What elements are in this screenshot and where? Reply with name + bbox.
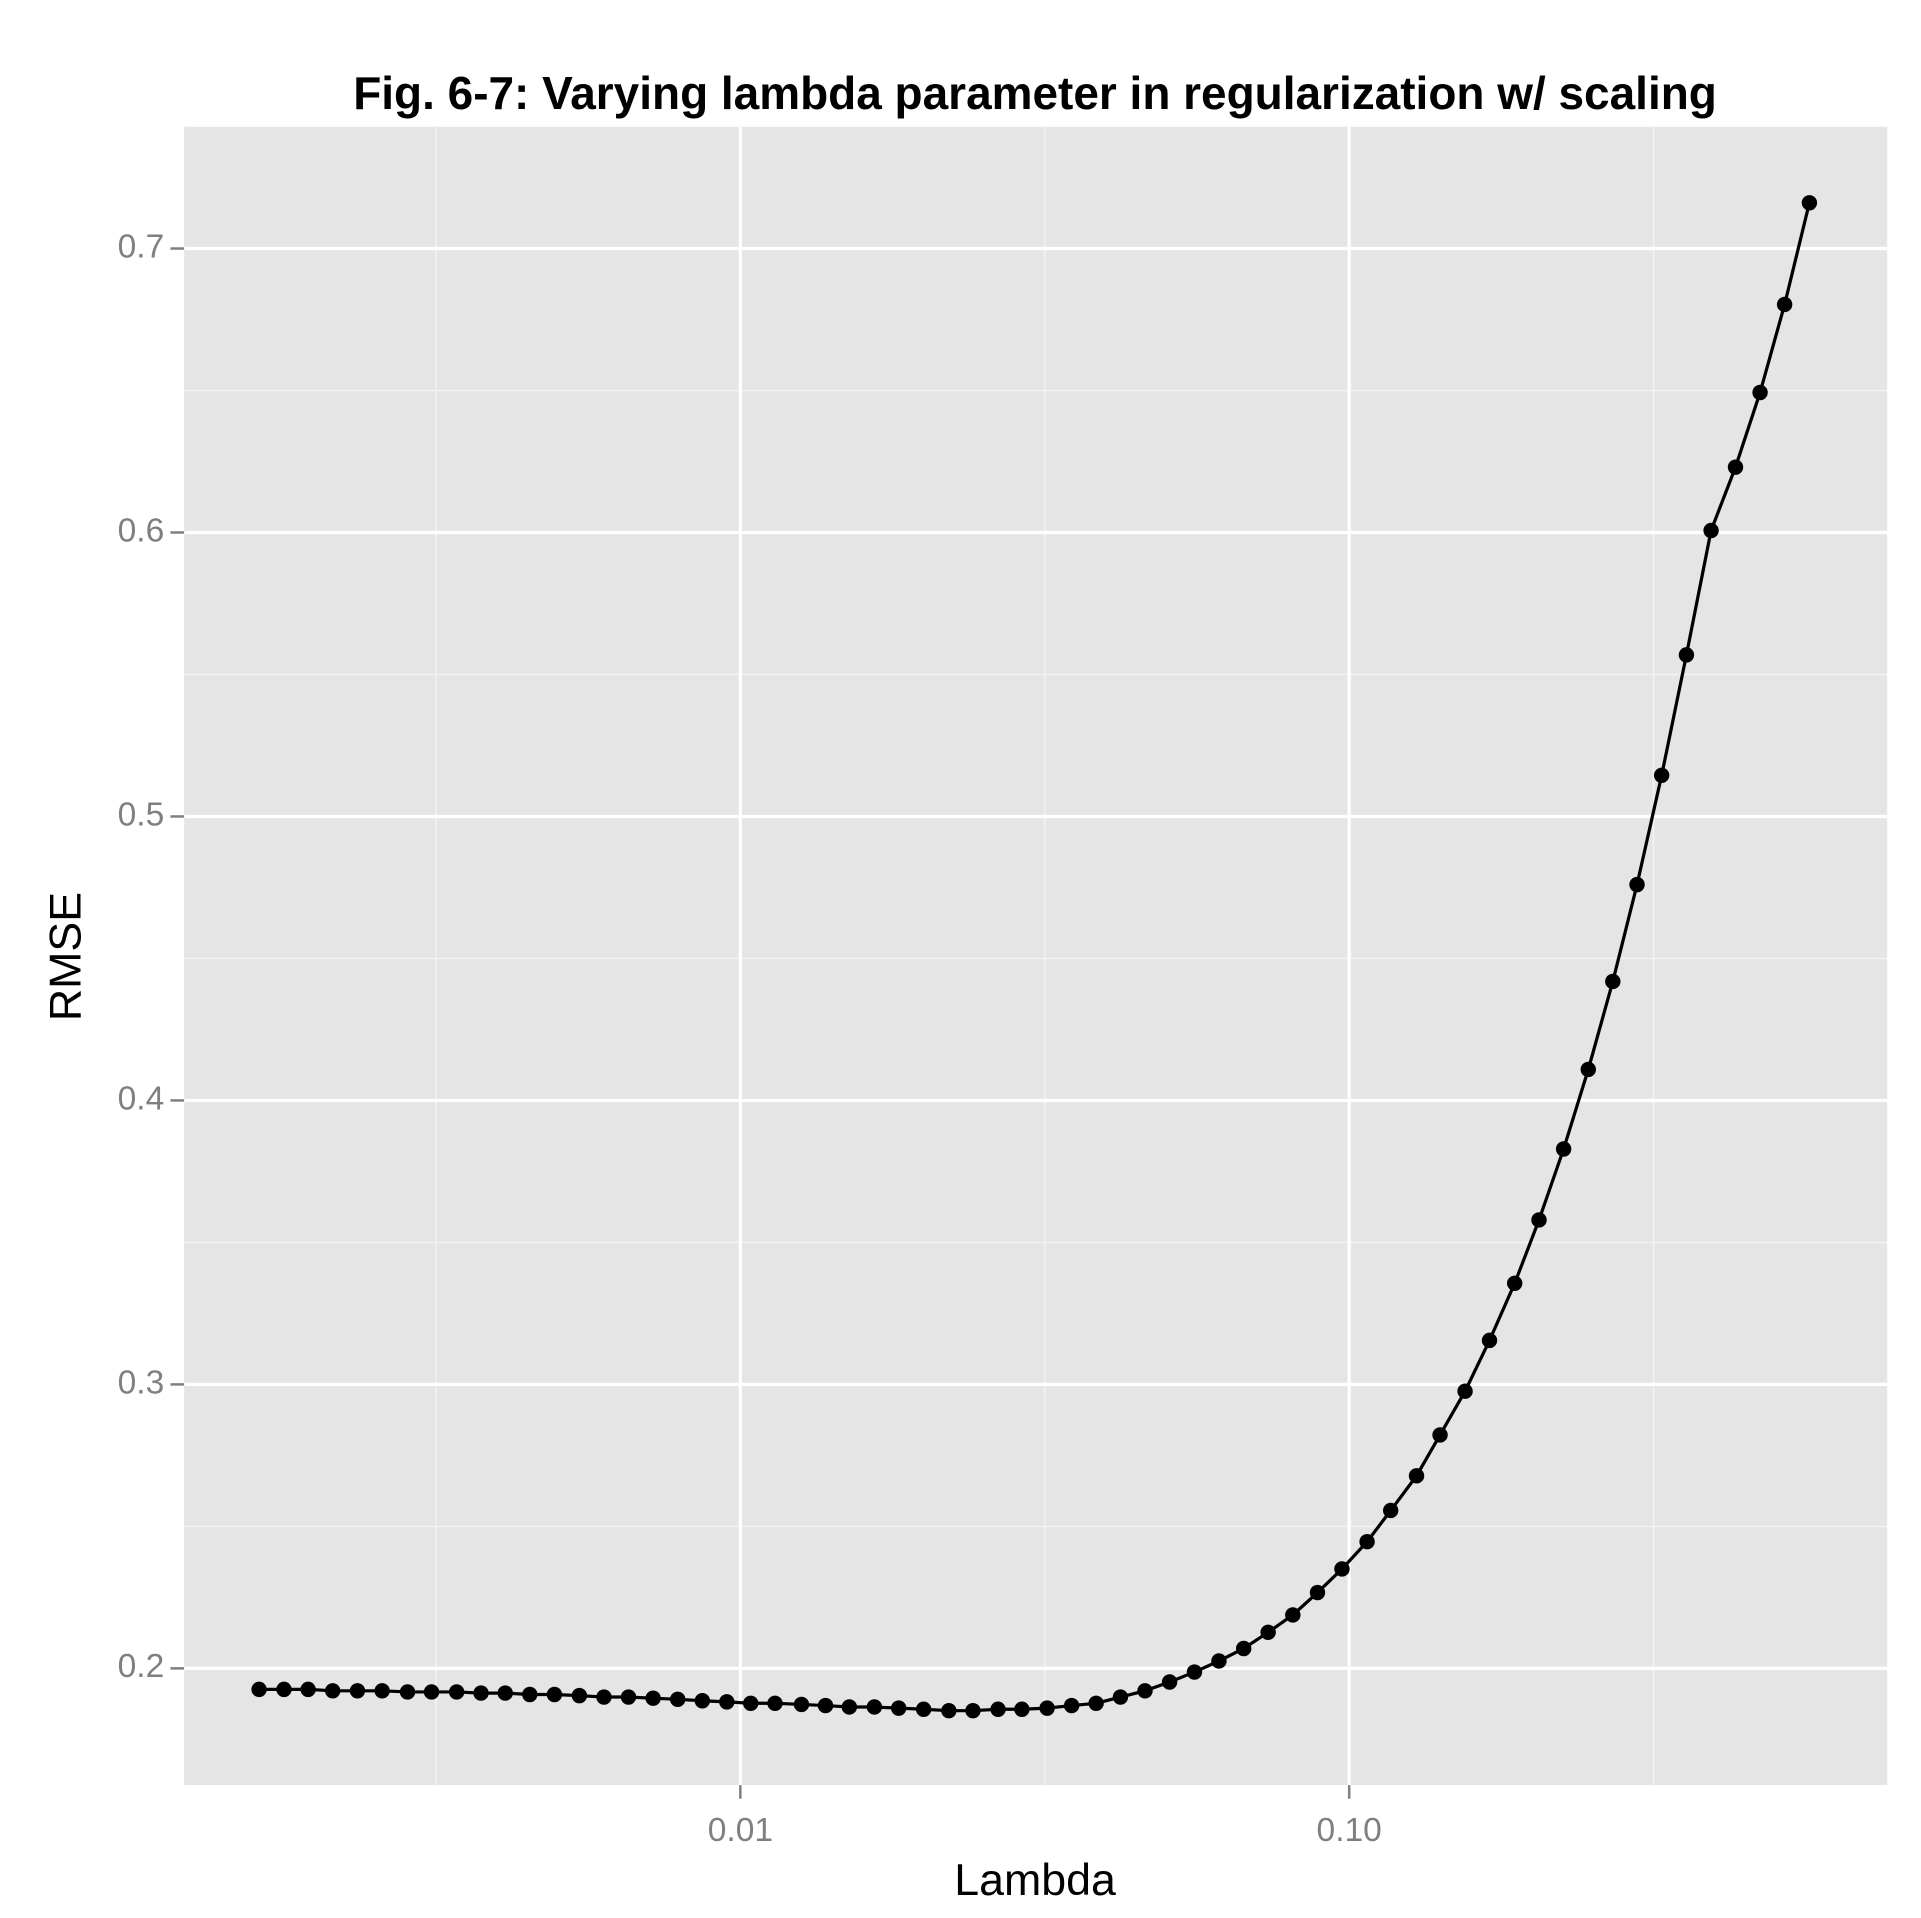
- data-point: [1801, 195, 1818, 211]
- x-tick-label: 0.10: [1317, 1812, 1382, 1849]
- data-point: [1776, 296, 1793, 313]
- data-point: [841, 1699, 858, 1715]
- data-point: [1752, 384, 1768, 401]
- y-tick-label: 0.7: [118, 228, 165, 265]
- data-point: [1260, 1624, 1276, 1641]
- data-point: [694, 1693, 711, 1709]
- data-point: [793, 1696, 810, 1713]
- data-point: [1137, 1683, 1153, 1699]
- data-point: [596, 1689, 612, 1705]
- data-point: [324, 1683, 341, 1699]
- data-point: [941, 1702, 957, 1719]
- y-tick-label: 0.5: [118, 796, 165, 833]
- data-point: [1235, 1640, 1252, 1657]
- data-point: [522, 1686, 538, 1703]
- data-point: [1432, 1427, 1448, 1443]
- y-tick-label: 0.4: [118, 1080, 165, 1117]
- y-axis-label: RMSE: [41, 892, 90, 1021]
- data-point: [1285, 1607, 1301, 1623]
- data-point: [1727, 459, 1744, 475]
- plot-panel: [184, 126, 1888, 1786]
- data-point: [1359, 1534, 1375, 1550]
- data-point: [1063, 1697, 1080, 1714]
- data-point: [1211, 1653, 1227, 1669]
- data-point: [423, 1684, 440, 1700]
- data-point: [767, 1695, 783, 1712]
- data-point: [1653, 767, 1670, 783]
- data-point: [1383, 1502, 1399, 1519]
- data-point: [251, 1681, 267, 1698]
- data-point: [1039, 1700, 1055, 1716]
- data-point: [300, 1681, 316, 1698]
- data-point: [965, 1702, 981, 1719]
- data-point: [719, 1694, 735, 1710]
- data-point: [1531, 1212, 1547, 1228]
- data-point: [866, 1699, 883, 1715]
- data-point: [1309, 1584, 1326, 1601]
- data-point: [1088, 1695, 1104, 1712]
- data-point: [1161, 1674, 1178, 1690]
- x-axis-label: Lambda: [954, 1856, 1116, 1905]
- data-point: [1605, 973, 1621, 990]
- data-point: [817, 1697, 834, 1714]
- data-point: [1014, 1701, 1030, 1717]
- data-point: [669, 1691, 686, 1708]
- data-point: [1334, 1561, 1350, 1577]
- data-point: [374, 1683, 390, 1699]
- y-tick-label: 0.6: [118, 512, 165, 549]
- data-point: [1703, 522, 1719, 539]
- data-point: [473, 1685, 489, 1701]
- data-point: [1186, 1664, 1203, 1680]
- data-point: [546, 1686, 563, 1703]
- data-point: [448, 1684, 465, 1700]
- x-tick-label: 0.01: [708, 1812, 773, 1849]
- data-point: [1555, 1141, 1572, 1157]
- data-point: [990, 1701, 1006, 1717]
- data-point: [1629, 876, 1645, 893]
- data-point: [645, 1690, 661, 1706]
- data-point: [1580, 1061, 1596, 1078]
- data-point: [915, 1701, 932, 1717]
- chart-title: Fig. 6-7: Varying lambda parameter in re…: [353, 67, 1717, 119]
- y-tick-label: 0.3: [118, 1364, 165, 1401]
- data-point: [497, 1685, 513, 1701]
- data-point: [891, 1700, 907, 1716]
- data-line: [259, 202, 1811, 1713]
- data-point: [620, 1689, 637, 1705]
- data-point: [1678, 647, 1695, 663]
- data-point: [399, 1684, 416, 1700]
- data-point: [1507, 1275, 1523, 1292]
- data-point: [276, 1681, 292, 1698]
- data-point: [1457, 1383, 1473, 1399]
- data-point: [349, 1683, 366, 1699]
- data-point: [1408, 1468, 1425, 1484]
- data-point: [1481, 1332, 1498, 1349]
- y-tick-label: 0.2: [118, 1648, 165, 1685]
- data-point: [1112, 1689, 1129, 1705]
- data-point: [571, 1687, 588, 1704]
- data-point: [743, 1695, 759, 1712]
